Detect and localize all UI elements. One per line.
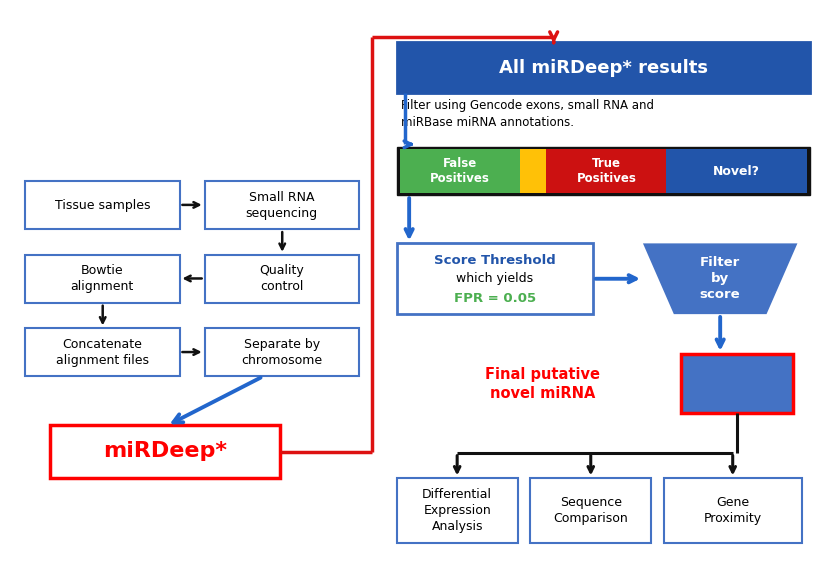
Text: Small RNA
sequencing: Small RNA sequencing — [245, 191, 318, 220]
FancyBboxPatch shape — [25, 255, 180, 303]
FancyBboxPatch shape — [520, 149, 546, 193]
Text: Bowtie
alignment: Bowtie alignment — [71, 264, 134, 293]
Text: True
Positives: True Positives — [576, 157, 636, 185]
Text: Sequence
Comparison: Sequence Comparison — [554, 496, 628, 525]
Text: Gene
Proximity: Gene Proximity — [704, 496, 762, 525]
FancyBboxPatch shape — [25, 328, 180, 376]
FancyBboxPatch shape — [397, 42, 810, 93]
FancyBboxPatch shape — [546, 149, 666, 193]
Text: Filter using Gencode exons, small RNA and
miRBase miRNA annotations.: Filter using Gencode exons, small RNA an… — [401, 99, 654, 128]
Text: Final putative
novel miRNA: Final putative novel miRNA — [485, 367, 600, 401]
FancyBboxPatch shape — [397, 478, 518, 543]
FancyBboxPatch shape — [50, 424, 280, 478]
Text: Score Threshold: Score Threshold — [434, 254, 555, 267]
Text: which yields: which yields — [456, 272, 534, 285]
FancyBboxPatch shape — [397, 243, 593, 314]
Text: All miRDeep* results: All miRDeep* results — [498, 59, 708, 77]
Polygon shape — [643, 243, 797, 314]
Text: Differential
Expression
Analysis: Differential Expression Analysis — [423, 488, 492, 533]
Text: Tissue samples: Tissue samples — [54, 199, 150, 212]
Text: Filter
by
score: Filter by score — [700, 256, 741, 301]
FancyBboxPatch shape — [664, 478, 802, 543]
FancyBboxPatch shape — [666, 149, 807, 193]
Text: False
Positives: False Positives — [430, 157, 490, 185]
FancyBboxPatch shape — [205, 255, 359, 303]
FancyBboxPatch shape — [25, 181, 180, 229]
Text: Concatenate
alignment files: Concatenate alignment files — [56, 338, 149, 367]
FancyBboxPatch shape — [400, 149, 520, 193]
FancyBboxPatch shape — [205, 181, 359, 229]
Text: Quality
control: Quality control — [260, 264, 304, 293]
FancyBboxPatch shape — [530, 478, 651, 543]
Text: Separate by
chromosome: Separate by chromosome — [241, 338, 322, 367]
Text: miRDeep*: miRDeep* — [103, 441, 227, 461]
FancyBboxPatch shape — [205, 328, 359, 376]
FancyBboxPatch shape — [681, 354, 793, 413]
Text: Novel?: Novel? — [713, 165, 760, 178]
FancyBboxPatch shape — [397, 147, 810, 195]
Text: FPR = 0.05: FPR = 0.05 — [453, 292, 536, 305]
